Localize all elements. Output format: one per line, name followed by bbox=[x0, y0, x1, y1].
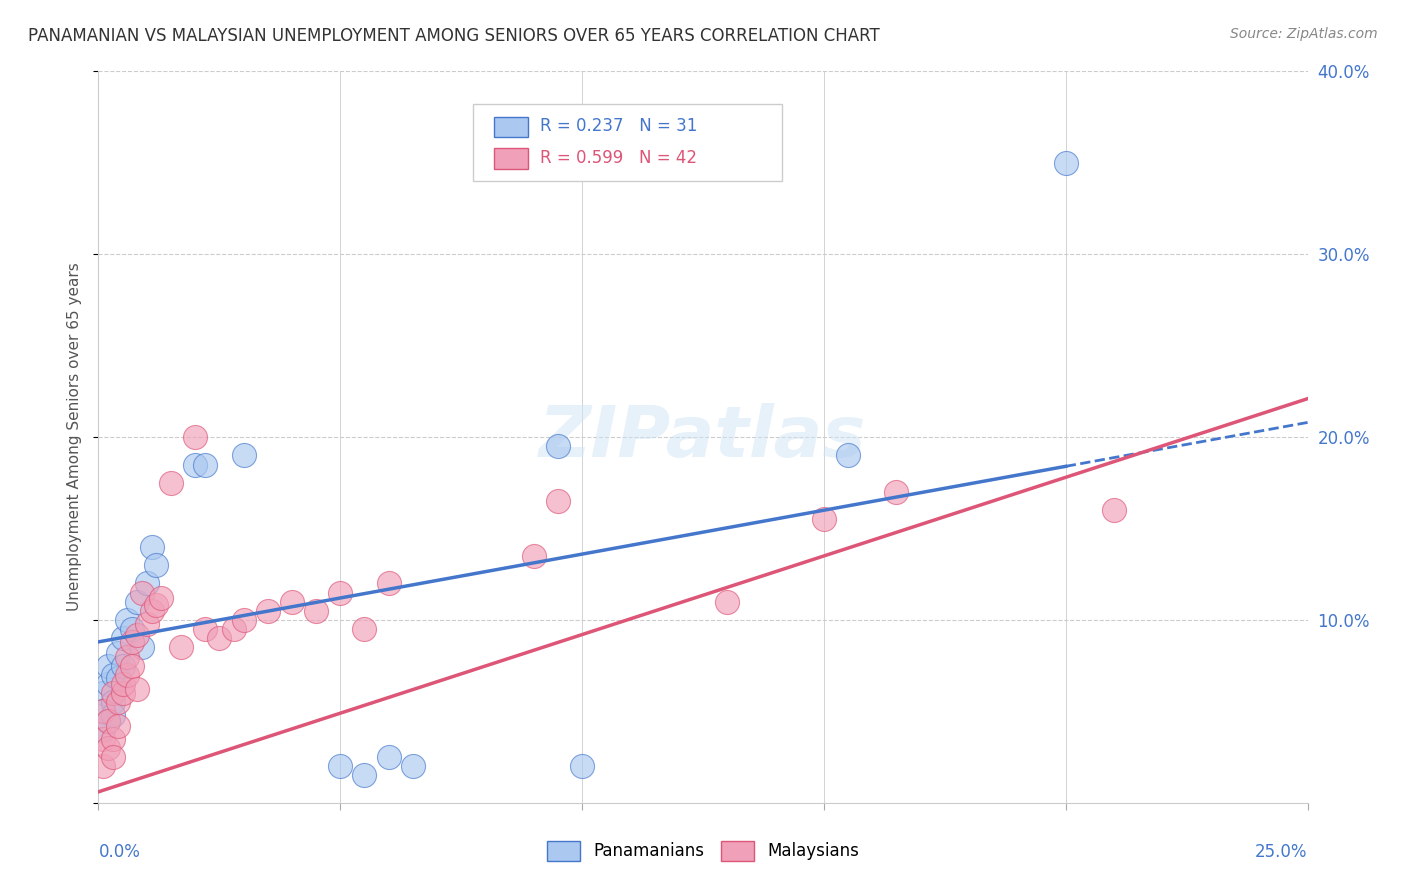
Point bbox=[111, 686, 134, 700]
Point bbox=[101, 708, 124, 723]
Point bbox=[377, 576, 399, 591]
Point bbox=[194, 622, 217, 636]
Point bbox=[111, 632, 134, 646]
Text: R = 0.599   N = 42: R = 0.599 N = 42 bbox=[540, 149, 697, 167]
Point bbox=[169, 640, 191, 655]
Point bbox=[131, 585, 153, 599]
Point bbox=[107, 672, 129, 686]
Point bbox=[145, 558, 167, 573]
Point bbox=[121, 635, 143, 649]
Point bbox=[232, 448, 254, 462]
Point bbox=[97, 714, 120, 728]
Point bbox=[127, 682, 149, 697]
Text: Source: ZipAtlas.com: Source: ZipAtlas.com bbox=[1230, 27, 1378, 41]
Point bbox=[256, 604, 278, 618]
FancyBboxPatch shape bbox=[494, 117, 527, 137]
Point bbox=[121, 622, 143, 636]
Point bbox=[305, 604, 328, 618]
Point bbox=[135, 576, 157, 591]
Text: 25.0%: 25.0% bbox=[1256, 843, 1308, 861]
Point bbox=[547, 494, 569, 508]
Point bbox=[91, 723, 114, 737]
Point bbox=[91, 686, 114, 700]
Point bbox=[547, 439, 569, 453]
Point bbox=[377, 750, 399, 764]
Point bbox=[194, 458, 217, 472]
Point bbox=[353, 622, 375, 636]
Point bbox=[523, 549, 546, 563]
Point bbox=[281, 594, 304, 608]
FancyBboxPatch shape bbox=[474, 104, 782, 181]
Point bbox=[127, 627, 149, 641]
Point bbox=[716, 594, 738, 608]
Point bbox=[97, 658, 120, 673]
Point bbox=[1054, 156, 1077, 170]
Point bbox=[184, 458, 207, 472]
Point bbox=[121, 658, 143, 673]
Point bbox=[101, 667, 124, 681]
Point bbox=[1102, 503, 1125, 517]
Point bbox=[91, 759, 114, 773]
Point bbox=[111, 658, 134, 673]
Point bbox=[837, 448, 859, 462]
Point bbox=[141, 540, 163, 554]
Text: 0.0%: 0.0% bbox=[98, 843, 141, 861]
Point bbox=[135, 616, 157, 631]
Point bbox=[91, 731, 114, 746]
Point bbox=[117, 649, 139, 664]
Point bbox=[101, 695, 124, 709]
Point bbox=[97, 677, 120, 691]
Point bbox=[141, 604, 163, 618]
Point bbox=[91, 705, 114, 719]
FancyBboxPatch shape bbox=[494, 148, 527, 169]
Point bbox=[232, 613, 254, 627]
Point bbox=[353, 768, 375, 782]
Point bbox=[117, 613, 139, 627]
Point bbox=[107, 719, 129, 733]
Point bbox=[329, 759, 352, 773]
Point bbox=[111, 677, 134, 691]
Point bbox=[107, 695, 129, 709]
Text: PANAMANIAN VS MALAYSIAN UNEMPLOYMENT AMONG SENIORS OVER 65 YEARS CORRELATION CHA: PANAMANIAN VS MALAYSIAN UNEMPLOYMENT AMO… bbox=[28, 27, 880, 45]
Point bbox=[97, 714, 120, 728]
Point bbox=[145, 599, 167, 613]
Point bbox=[150, 591, 173, 605]
Point bbox=[886, 485, 908, 500]
Point bbox=[101, 686, 124, 700]
Point bbox=[101, 750, 124, 764]
Point bbox=[402, 759, 425, 773]
Point bbox=[97, 740, 120, 755]
Point bbox=[117, 667, 139, 681]
Text: R = 0.237   N = 31: R = 0.237 N = 31 bbox=[540, 117, 697, 136]
Point bbox=[222, 622, 245, 636]
Point bbox=[107, 646, 129, 660]
Point bbox=[184, 430, 207, 444]
Legend: Panamanians, Malaysians: Panamanians, Malaysians bbox=[540, 834, 866, 868]
Y-axis label: Unemployment Among Seniors over 65 years: Unemployment Among Seniors over 65 years bbox=[66, 263, 82, 611]
Point bbox=[208, 632, 231, 646]
Point bbox=[101, 731, 124, 746]
Point bbox=[131, 640, 153, 655]
Point bbox=[813, 512, 835, 526]
Point bbox=[91, 705, 114, 719]
Point bbox=[571, 759, 593, 773]
Text: ZIPatlas: ZIPatlas bbox=[540, 402, 866, 472]
Point bbox=[160, 475, 183, 490]
Point bbox=[329, 585, 352, 599]
Point bbox=[127, 594, 149, 608]
